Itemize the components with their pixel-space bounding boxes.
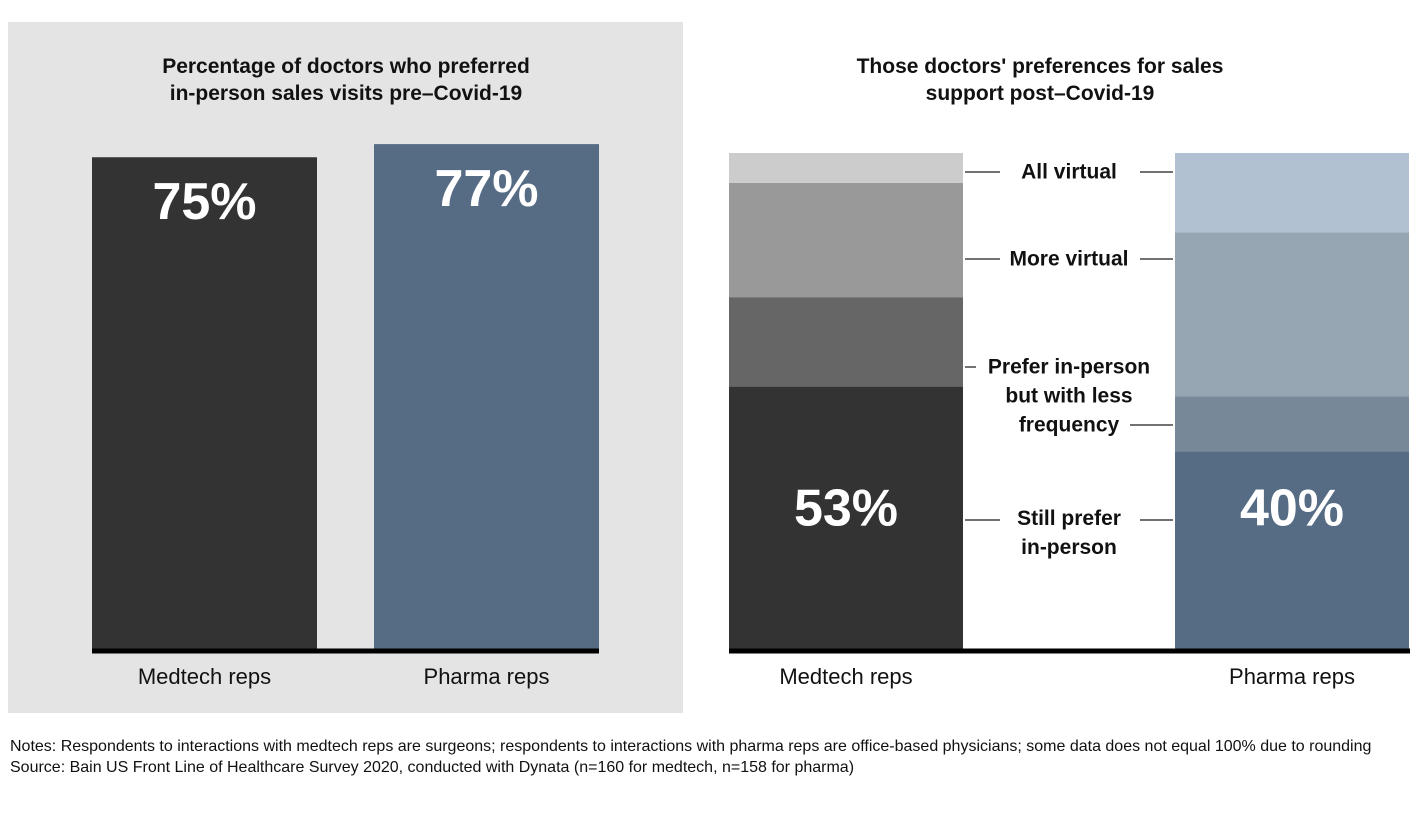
value-label: 75% [152, 173, 256, 231]
legend-label: More virtual [1009, 247, 1129, 271]
chart-title: Percentage of doctors who preferred in-p… [162, 55, 530, 105]
bar-segment [729, 297, 963, 387]
x-tick-label: Pharma reps [1229, 664, 1355, 689]
x-tick-label: Medtech reps [138, 664, 271, 689]
bar-segment [1175, 451, 1409, 650]
legend-label: Prefer in-person but with less frequency [987, 355, 1151, 437]
value-label: 53% [794, 480, 898, 538]
value-label: 77% [434, 160, 538, 218]
bar-segment [1175, 396, 1409, 452]
x-tick-label: Pharma reps [424, 664, 550, 689]
bar-segment [729, 182, 963, 298]
footnotes: Notes: Respondents to interactions with … [10, 736, 1415, 778]
bar-segment [729, 153, 963, 183]
value-label: 40% [1240, 480, 1344, 538]
bar [374, 144, 599, 651]
notes: Notes: Respondents to interactions with … [10, 738, 1372, 755]
bar-segment [729, 386, 963, 650]
x-tick-label: Medtech reps [779, 664, 912, 689]
bar-segment [1175, 153, 1409, 233]
legend-label: All virtual [1021, 160, 1117, 184]
bar-segment [1175, 232, 1409, 397]
chart-title: Those doctors' preferences for sales sup… [856, 55, 1224, 105]
legend-label: Still prefer in-person [1017, 507, 1121, 559]
source: Source: Bain US Front Line of Healthcare… [10, 759, 855, 776]
bar [92, 157, 317, 650]
